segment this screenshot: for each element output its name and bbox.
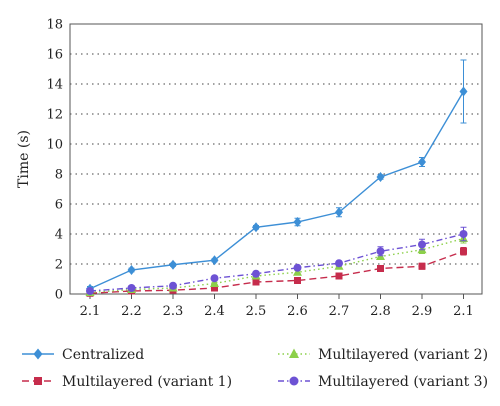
data-point bbox=[377, 265, 384, 272]
data-point bbox=[169, 259, 177, 270]
series-layer bbox=[85, 59, 468, 297]
legend-label: Multilayered (variant 2) bbox=[318, 347, 488, 363]
x-tick-label: 2.1 bbox=[453, 304, 474, 319]
data-point bbox=[210, 255, 219, 266]
data-point bbox=[293, 263, 302, 272]
data-point bbox=[459, 86, 468, 97]
y-tick-label: 16 bbox=[46, 48, 63, 63]
data-point bbox=[289, 376, 299, 386]
series bbox=[85, 233, 468, 296]
data-point bbox=[127, 284, 136, 292]
data-point bbox=[127, 265, 136, 275]
y-tick-label: 10 bbox=[46, 138, 63, 153]
legend-item: Multilayered (variant 1) bbox=[22, 374, 232, 390]
x-tick-label: 2.2 bbox=[121, 304, 142, 319]
grid-lines bbox=[70, 53, 482, 265]
data-point bbox=[293, 217, 302, 227]
y-tick-label: 6 bbox=[55, 198, 63, 213]
legend-label: Centralized bbox=[62, 347, 144, 363]
y-tick-label: 8 bbox=[55, 168, 63, 183]
data-point bbox=[252, 278, 260, 286]
x-tick-label: 2.5 bbox=[246, 304, 267, 319]
data-point bbox=[252, 269, 260, 278]
legend-item: Multilayered (variant 2) bbox=[278, 347, 488, 363]
data-point bbox=[459, 230, 468, 238]
series-line bbox=[89, 91, 465, 290]
y-tick-label: 4 bbox=[55, 228, 63, 243]
data-point bbox=[289, 348, 299, 358]
y-axis-label: Time (s) bbox=[16, 130, 32, 188]
legend-item: Multilayered (variant 3) bbox=[278, 374, 488, 390]
y-axis-ticks: 0 2 4 6 8 10 12 14 16 18 bbox=[46, 18, 63, 303]
legend: Centralized Multilayered (variant 1) Multi… bbox=[22, 347, 488, 390]
data-point bbox=[335, 259, 343, 268]
x-tick-label: 2.8 bbox=[370, 304, 391, 319]
data-point bbox=[34, 377, 42, 385]
legend-label: Multilayered (variant 3) bbox=[318, 374, 488, 390]
y-tick-label: 18 bbox=[46, 18, 63, 33]
x-tick-label: 2.1 bbox=[80, 304, 101, 319]
series-line bbox=[89, 233, 464, 292]
data-point bbox=[376, 172, 385, 182]
data-point bbox=[418, 240, 426, 249]
x-tick-label: 2.4 bbox=[204, 304, 225, 319]
data-point bbox=[169, 281, 177, 290]
data-point bbox=[418, 262, 426, 270]
data-point bbox=[335, 207, 343, 218]
y-tick-label: 2 bbox=[55, 258, 63, 273]
series-line bbox=[89, 237, 464, 294]
series bbox=[86, 247, 467, 297]
series bbox=[86, 226, 468, 295]
data-point bbox=[211, 284, 218, 292]
x-tick-label: 2.9 bbox=[412, 304, 433, 319]
data-point bbox=[210, 278, 219, 287]
data-point bbox=[86, 287, 94, 295]
legend-label: Multilayered (variant 1) bbox=[62, 374, 232, 390]
legend-item: Centralized bbox=[22, 347, 144, 363]
data-point bbox=[376, 247, 385, 256]
x-tick-label: 2.6 bbox=[287, 304, 308, 319]
y-tick-label: 12 bbox=[46, 108, 63, 123]
y-tick-label: 14 bbox=[46, 78, 63, 93]
data-point bbox=[460, 247, 467, 255]
x-tick-label: 2.3 bbox=[163, 304, 184, 319]
x-tick-label: 2.7 bbox=[329, 304, 350, 319]
data-point bbox=[335, 272, 343, 280]
data-point bbox=[210, 274, 219, 283]
plot-frame bbox=[69, 23, 483, 295]
series bbox=[86, 59, 468, 294]
series-line bbox=[89, 250, 464, 294]
data-point bbox=[294, 277, 301, 284]
y-tick-label: 0 bbox=[55, 288, 63, 303]
data-point bbox=[33, 348, 43, 360]
data-point bbox=[252, 222, 260, 233]
data-point bbox=[418, 157, 426, 167]
x-axis-ticks: 2.1 2.2 2.3 2.4 2.5 2.6 2.7 2.8 2.9 2.1 bbox=[80, 294, 474, 319]
